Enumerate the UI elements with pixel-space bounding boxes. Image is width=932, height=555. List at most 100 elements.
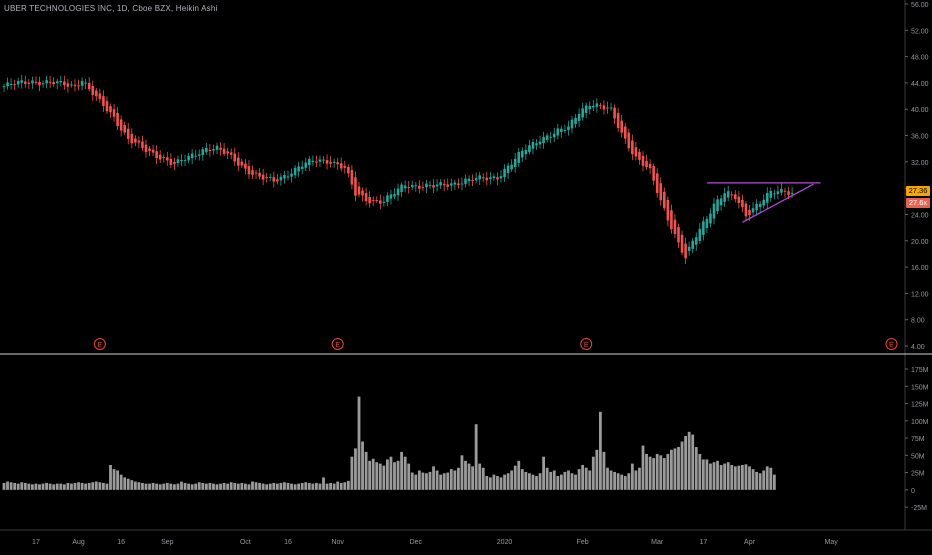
candle-body bbox=[521, 150, 524, 158]
volume-bar bbox=[517, 460, 521, 490]
volume-bar bbox=[91, 482, 95, 490]
volume-bar bbox=[666, 453, 670, 490]
volume-bar bbox=[425, 473, 428, 490]
volume-bar bbox=[375, 462, 379, 490]
candle-body bbox=[670, 210, 673, 230]
candle-body bbox=[368, 197, 371, 204]
volume-bar bbox=[421, 472, 425, 490]
candle-body bbox=[130, 133, 134, 144]
volume-bar bbox=[769, 467, 773, 490]
triangle-annotation[interactable] bbox=[706, 182, 821, 223]
volume-bar bbox=[77, 482, 80, 490]
candle-body bbox=[627, 132, 631, 149]
volume-bar bbox=[201, 482, 205, 490]
time-tick-label: 17 bbox=[32, 539, 40, 546]
volume-bar bbox=[499, 477, 503, 490]
candle-body bbox=[567, 126, 570, 131]
volume-bar bbox=[336, 481, 340, 490]
candle-body bbox=[201, 149, 205, 156]
earnings-marker[interactable]: E bbox=[885, 338, 898, 350]
volume-bar bbox=[244, 483, 247, 490]
volume-bar bbox=[400, 451, 403, 490]
candle-body bbox=[226, 151, 229, 154]
candle-body bbox=[187, 155, 190, 161]
time-tick-label: Nov bbox=[331, 539, 344, 546]
volume-bar bbox=[442, 473, 446, 490]
earnings-marker[interactable]: E bbox=[331, 338, 344, 350]
earnings-marker-label: E bbox=[889, 342, 894, 349]
candle-body bbox=[55, 81, 59, 84]
volume-bar bbox=[638, 467, 641, 490]
volume-bar bbox=[141, 482, 144, 490]
candle-body bbox=[194, 155, 197, 157]
candle-body bbox=[442, 183, 446, 186]
candle-body bbox=[510, 164, 513, 170]
candle-body bbox=[169, 158, 173, 165]
volume-bar bbox=[240, 482, 244, 490]
volume-bar bbox=[670, 449, 673, 490]
volume-bar bbox=[737, 465, 741, 490]
candle-body bbox=[254, 172, 258, 174]
candle-body bbox=[222, 148, 226, 154]
candle-body bbox=[265, 177, 268, 179]
candle-body bbox=[606, 107, 609, 109]
candle-body bbox=[258, 172, 261, 177]
price-tick-label: 32.00 bbox=[911, 160, 929, 167]
volume-bar bbox=[190, 484, 194, 490]
candle-body bbox=[769, 190, 773, 198]
earnings-marker[interactable]: E bbox=[580, 338, 593, 350]
volume-bar bbox=[187, 483, 190, 490]
candle-body bbox=[481, 177, 485, 179]
candle-body bbox=[464, 178, 467, 184]
earnings-marker[interactable]: E bbox=[93, 338, 106, 350]
candle-body bbox=[592, 106, 595, 108]
candle-body bbox=[623, 126, 627, 139]
candle-body bbox=[229, 152, 233, 155]
volume-bar bbox=[545, 467, 549, 490]
candle-body bbox=[45, 80, 48, 84]
volume-bar bbox=[183, 482, 187, 490]
volume-bar bbox=[609, 470, 613, 490]
volume-bar bbox=[41, 483, 45, 490]
candle-body bbox=[308, 158, 311, 166]
candle-body bbox=[297, 166, 300, 172]
volume-tick-label: 25M bbox=[911, 471, 925, 478]
candle-body bbox=[105, 101, 109, 112]
candle-body bbox=[744, 203, 748, 217]
volume-bar bbox=[567, 470, 570, 490]
candle-body bbox=[677, 226, 680, 243]
price-tick-label: 24.00 bbox=[911, 212, 929, 219]
candle-body bbox=[386, 195, 389, 202]
candle-body bbox=[27, 82, 31, 84]
volume-bar bbox=[574, 474, 577, 490]
candle-body bbox=[13, 84, 16, 86]
candle-body bbox=[393, 194, 396, 197]
candle-body bbox=[613, 107, 616, 119]
time-tick-label: 2020 bbox=[497, 539, 513, 546]
candle-body bbox=[542, 136, 545, 143]
earnings-marker-label: E bbox=[335, 342, 340, 349]
volume-bar bbox=[712, 462, 716, 490]
volume-bar bbox=[297, 483, 301, 490]
candle-body bbox=[474, 178, 478, 181]
candle-body bbox=[343, 165, 347, 168]
volume-bar bbox=[606, 467, 609, 490]
candle-body bbox=[467, 178, 471, 182]
candle-body bbox=[694, 237, 698, 245]
volume-bar bbox=[393, 462, 396, 490]
volume-bar bbox=[307, 482, 311, 490]
candle-body bbox=[453, 182, 457, 185]
candle-body bbox=[428, 184, 432, 186]
candle-body bbox=[734, 194, 737, 200]
candle-body bbox=[98, 93, 102, 99]
volume-bar bbox=[694, 447, 698, 490]
candle-body bbox=[16, 81, 20, 85]
candle-body bbox=[655, 173, 659, 194]
volume-bar bbox=[70, 483, 73, 490]
volume-bar bbox=[2, 482, 6, 490]
candle-body bbox=[389, 194, 393, 199]
volume-bar bbox=[481, 467, 485, 490]
volume-bar bbox=[137, 482, 141, 490]
